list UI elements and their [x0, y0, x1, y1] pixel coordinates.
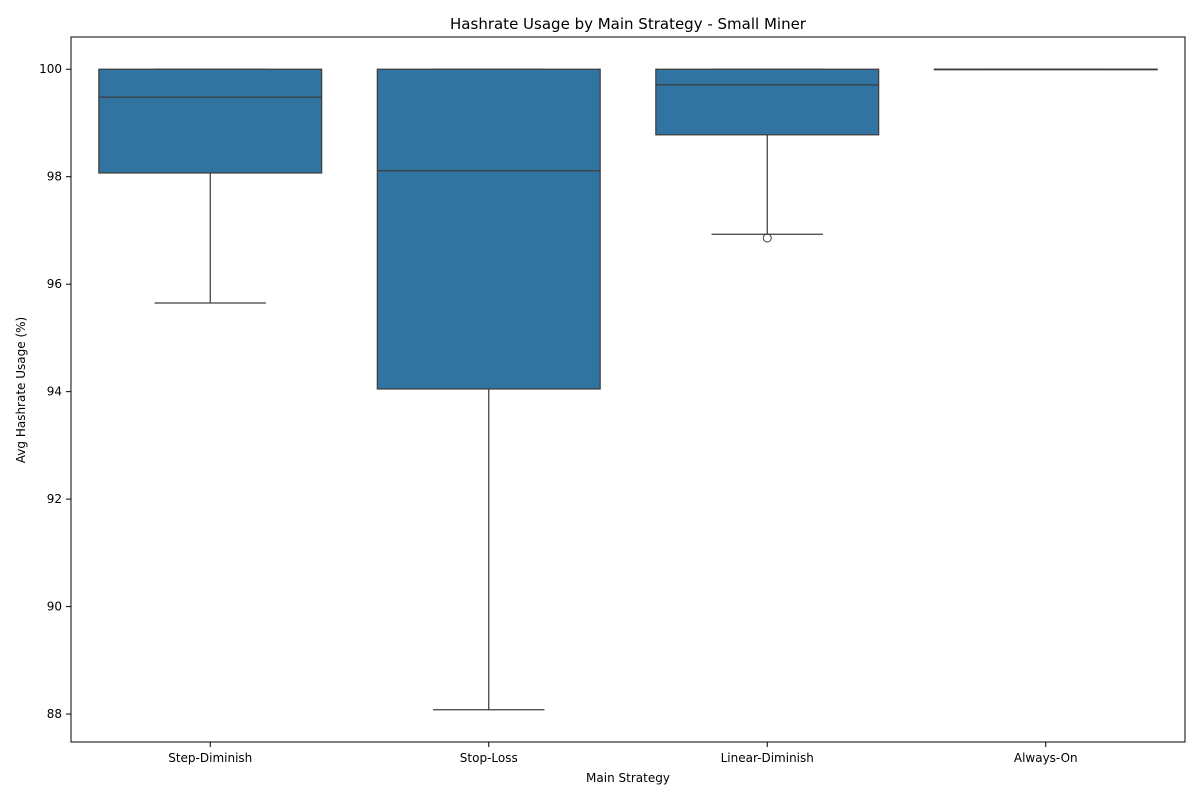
y-tick-label: 90	[47, 600, 62, 614]
y-tick-label: 98	[47, 170, 62, 184]
y-tick-label: 100	[39, 62, 62, 76]
x-tick-label: Linear-Diminish	[721, 751, 814, 765]
x-axis-label: Main Strategy	[586, 771, 670, 785]
x-tick-label: Step-Diminish	[168, 751, 252, 765]
y-tick-label: 92	[47, 492, 62, 506]
y-tick-label: 96	[47, 277, 62, 291]
plot-frame	[70, 36, 1186, 743]
box-iqr	[655, 68, 880, 136]
y-axis-label: Avg Hashrate Usage (%)	[14, 317, 28, 463]
outlier-point	[762, 233, 772, 243]
box-iqr	[98, 68, 323, 174]
chart-title: Hashrate Usage by Main Strategy - Small …	[450, 15, 807, 33]
x-tick-label: Always-On	[1014, 751, 1078, 765]
box-iqr	[376, 68, 601, 390]
x-tick-label: Stop-Loss	[460, 751, 518, 765]
y-tick-label: 88	[47, 707, 62, 721]
y-tick-label: 94	[47, 385, 62, 399]
plot-area: 88 90 92 94 96 98 100 Step-Diminish Stop-Loss Lin…	[39, 62, 1158, 765]
